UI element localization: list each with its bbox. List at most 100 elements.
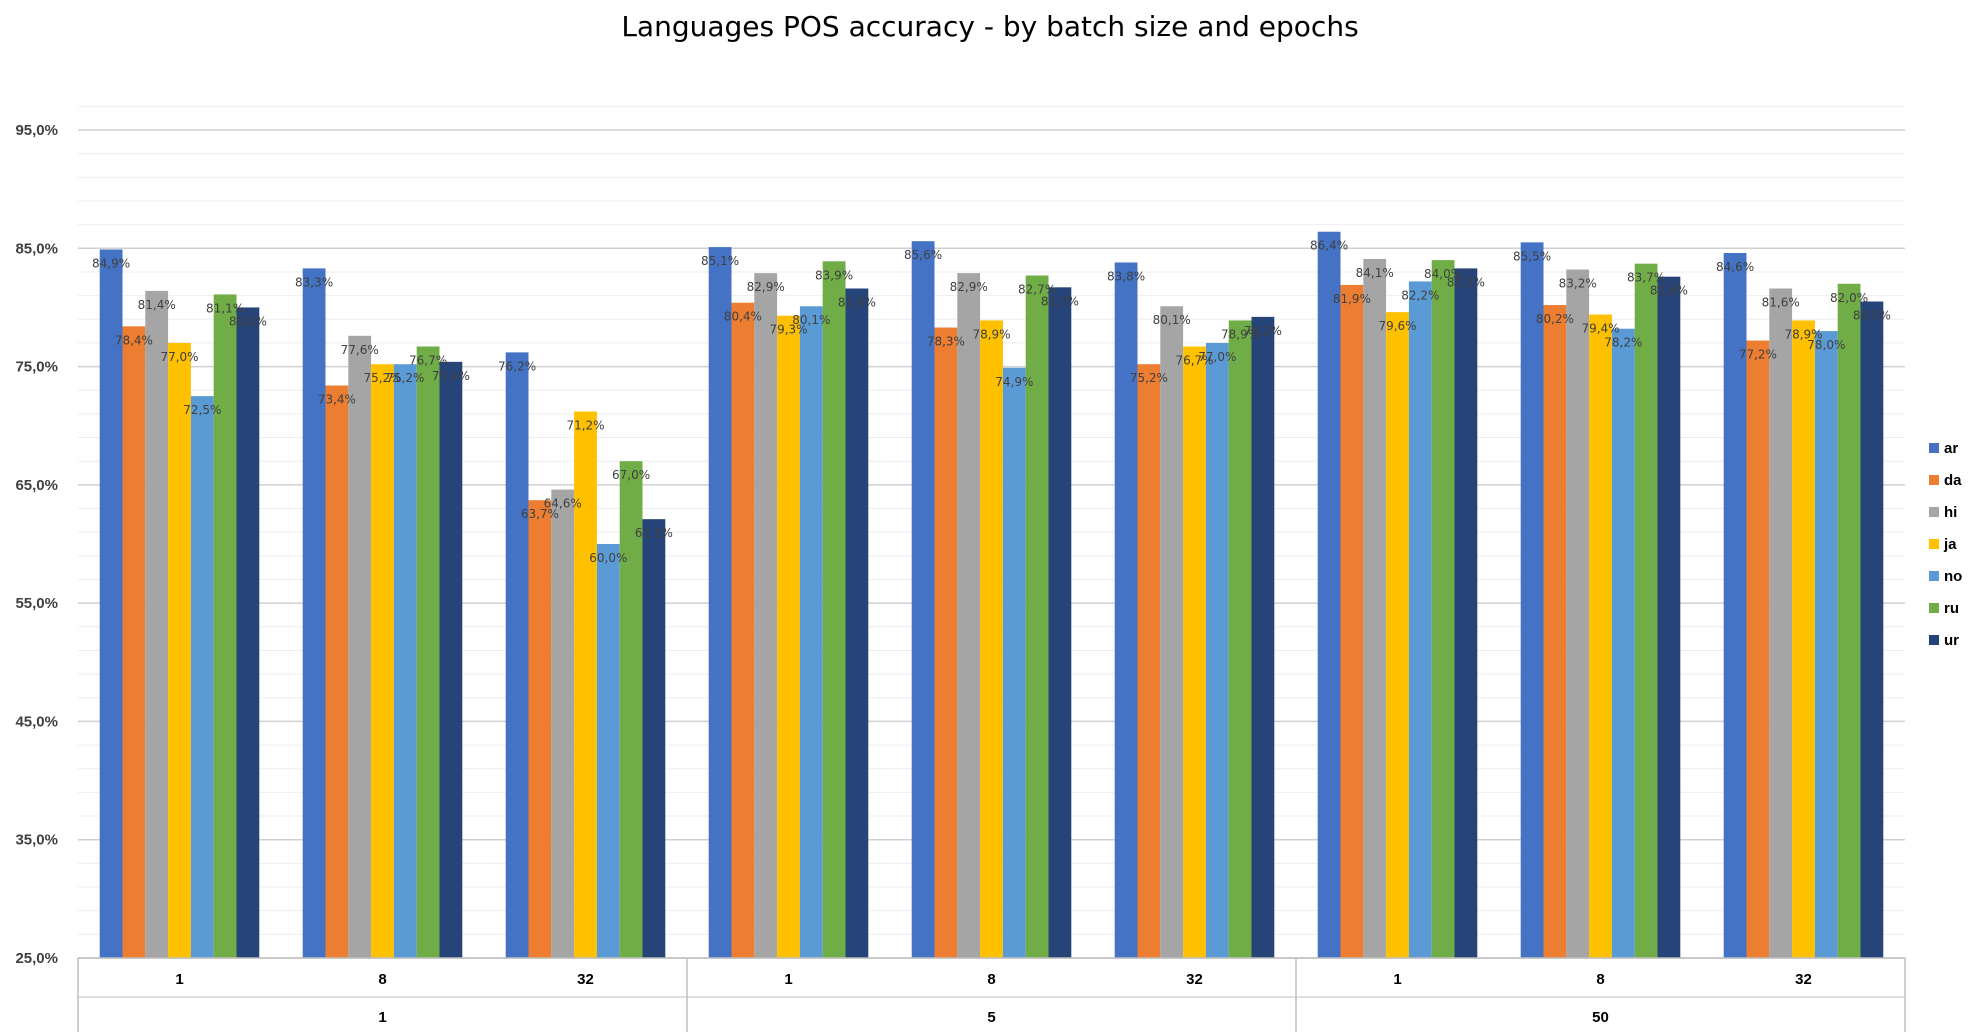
data-label-no: 74,9% bbox=[995, 375, 1033, 389]
data-label-ur: 75,4% bbox=[432, 369, 470, 383]
data-label-da: 77,2% bbox=[1739, 348, 1777, 362]
data-label-ja: 79,3% bbox=[769, 323, 807, 337]
data-label-ur: 79,2% bbox=[1244, 324, 1282, 338]
data-label-ru: 67,0% bbox=[612, 468, 650, 482]
data-label-ar: 83,3% bbox=[295, 275, 333, 289]
legend: ar da hi ja no ru ur bbox=[1929, 440, 1962, 649]
x-group-label: 1 bbox=[378, 1009, 386, 1026]
bar-ru bbox=[1837, 283, 1861, 958]
y-tick-label: 35,0% bbox=[15, 832, 58, 849]
data-label-ru: 83,9% bbox=[815, 268, 853, 282]
bar-hi bbox=[551, 489, 575, 958]
bar-da bbox=[122, 326, 146, 959]
bar-da bbox=[934, 327, 958, 959]
legend-label-no: no bbox=[1944, 568, 1962, 585]
bar-ru bbox=[213, 294, 237, 959]
y-tick-label: 55,0% bbox=[15, 595, 58, 612]
bar-da bbox=[528, 500, 552, 958]
data-label-ur: 83,3% bbox=[1447, 275, 1485, 289]
data-label-ja: 77,0% bbox=[160, 350, 198, 364]
bar-hi bbox=[1160, 306, 1184, 958]
y-tick-label: 25,0% bbox=[15, 950, 58, 967]
data-label-ur: 80,0% bbox=[229, 314, 267, 328]
data-label-no: 75,2% bbox=[386, 371, 424, 385]
bar-no bbox=[1002, 367, 1026, 958]
y-tick-label: 85,0% bbox=[15, 240, 58, 257]
bar-no bbox=[1408, 281, 1432, 958]
legend-label-da: da bbox=[1944, 472, 1962, 489]
data-label-ja: 71,2% bbox=[566, 419, 604, 433]
axis-layer: 25,0% 35,0% 45,0% 55,0% 65,0% 75,0% 85,0% 95,0%… bbox=[15, 122, 1906, 1032]
bar-ru bbox=[416, 346, 440, 958]
x-tick-label: 1 bbox=[1393, 971, 1401, 988]
data-label-da: 78,3% bbox=[927, 335, 965, 349]
bar-ru bbox=[1228, 320, 1252, 958]
legend-swatch-da bbox=[1929, 475, 1939, 485]
bar-no bbox=[1814, 331, 1838, 959]
bar-da bbox=[731, 302, 755, 958]
legend-label-ru: ru bbox=[1944, 600, 1959, 617]
bar-hi bbox=[1769, 288, 1793, 958]
bar-ar bbox=[708, 247, 732, 959]
legend-label-ja: ja bbox=[1943, 536, 1957, 553]
bar-ja bbox=[371, 364, 394, 959]
data-label-no: 82,2% bbox=[1401, 288, 1439, 302]
bar-ru bbox=[822, 261, 846, 959]
data-label-ja: 79,4% bbox=[1581, 322, 1619, 336]
bar-hi bbox=[1363, 258, 1387, 959]
x-tick-label: 32 bbox=[577, 971, 594, 988]
data-label-no: 77,0% bbox=[1198, 350, 1236, 364]
bar-no bbox=[596, 544, 620, 958]
bar-ja bbox=[1183, 346, 1206, 958]
x-group-label: 50 bbox=[1592, 1009, 1609, 1026]
bar-da bbox=[325, 385, 349, 958]
data-label-da: 80,4% bbox=[724, 310, 762, 324]
bar-hi bbox=[957, 273, 981, 958]
data-label-ja: 78,9% bbox=[972, 327, 1010, 341]
bar-no bbox=[393, 364, 417, 959]
bar-ar bbox=[1114, 262, 1138, 959]
data-label-ja: 75,2% bbox=[363, 371, 401, 385]
bar-ja bbox=[1792, 320, 1815, 958]
bar-ru bbox=[1025, 275, 1049, 958]
data-label-hi: 81,4% bbox=[138, 298, 176, 312]
chart-title: Languages POS accuracy - by batch size a… bbox=[621, 10, 1359, 43]
legend-swatch-hi bbox=[1929, 507, 1939, 517]
data-label-ru: 81,1% bbox=[206, 301, 244, 315]
bar-no bbox=[799, 306, 823, 958]
data-label-ar: 76,2% bbox=[498, 359, 536, 373]
bar-hi bbox=[348, 335, 372, 958]
x-tick-label: 8 bbox=[987, 971, 995, 988]
data-label-no: 60,0% bbox=[589, 551, 627, 565]
bar-ja bbox=[574, 411, 597, 958]
bar-ur bbox=[1251, 316, 1275, 958]
legend-label-ar: ar bbox=[1944, 440, 1958, 457]
bar-ja bbox=[168, 342, 191, 958]
data-label-ur: 82,6% bbox=[1650, 284, 1688, 298]
data-label-ja: 78,9% bbox=[1784, 327, 1822, 341]
data-labels-layer: 84,9% 78,4% 81,4% 77,0% 72,5% 81,1%80,0% 83,3%… bbox=[92, 239, 1891, 565]
bar-ja bbox=[777, 315, 800, 958]
data-label-da: 81,9% bbox=[1333, 292, 1371, 306]
data-label-ru: 82,7% bbox=[1018, 282, 1056, 296]
x-group-label: 5 bbox=[987, 1009, 995, 1026]
legend-label-hi: hi bbox=[1944, 504, 1957, 521]
y-tick-label: 75,0% bbox=[15, 359, 58, 376]
data-label-ar: 83,8% bbox=[1107, 269, 1145, 283]
bar-ar bbox=[911, 241, 935, 958]
x-tick-label: 32 bbox=[1795, 971, 1812, 988]
bar-ja bbox=[1589, 314, 1612, 958]
bar-ur bbox=[1454, 268, 1478, 958]
bar-da bbox=[1543, 305, 1567, 958]
data-label-ru: 82,0% bbox=[1830, 291, 1868, 305]
data-label-ur: 62,1% bbox=[635, 526, 673, 540]
bar-ru bbox=[1634, 263, 1658, 959]
data-label-ru: 84,0% bbox=[1424, 267, 1462, 281]
bar-ur bbox=[236, 307, 260, 958]
data-label-da: 78,4% bbox=[115, 333, 153, 347]
bar-ur bbox=[1860, 301, 1884, 958]
bar-ja bbox=[1386, 312, 1409, 958]
x-tick-label: 32 bbox=[1186, 971, 1203, 988]
